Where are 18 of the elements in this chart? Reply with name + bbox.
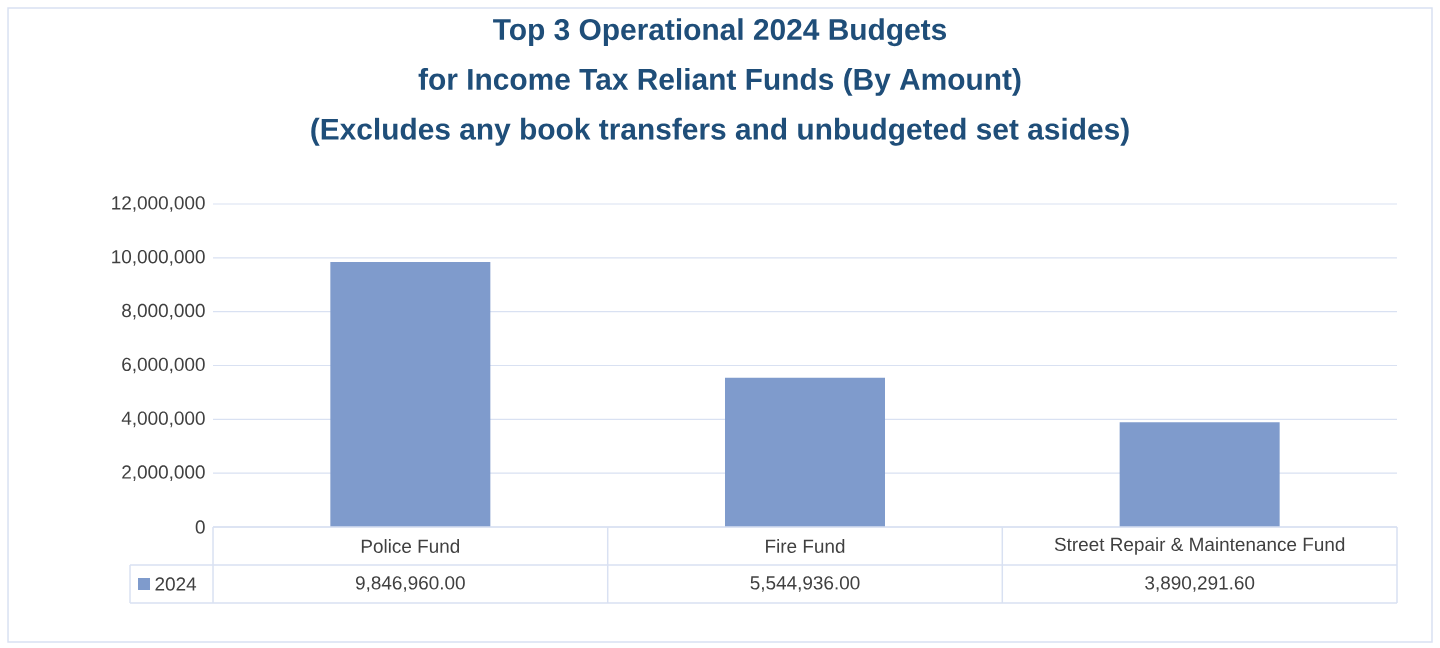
x-tick-label: Fire Fund (766, 539, 845, 553)
y-tick-label: 12,000,000 (112, 196, 205, 212)
y-tick-label: 10,000,000 (112, 250, 205, 266)
legend-label: 2024 (155, 577, 197, 591)
y-tick-label: 6,000,000 (122, 357, 205, 374)
bar (725, 377, 885, 527)
y-tick-label: 0 (195, 520, 205, 534)
chart-title: Top 3 Operational 2024 Budgets for Income Tax Reliant Funds (By Amount) (Excludes any book transfers and unbudgeted set asides) (311, 18, 1129, 146)
bar (330, 261, 491, 527)
y-tick-label: 8,000,000 (122, 303, 205, 320)
data-label: 9,846,960.00 (355, 576, 465, 592)
x-tick-label: Police Fund (361, 539, 460, 553)
y-tick-label: 4,000,000 (121, 411, 205, 428)
data-label: 5,544,936.00 (750, 576, 860, 592)
bar (1119, 422, 1280, 527)
y-tick-label: 2,000,000 (122, 465, 205, 481)
x-tick-label: Street Repair & Maintenance Fund (1054, 537, 1345, 555)
data-label: 3,890,291.60 (1145, 576, 1255, 592)
